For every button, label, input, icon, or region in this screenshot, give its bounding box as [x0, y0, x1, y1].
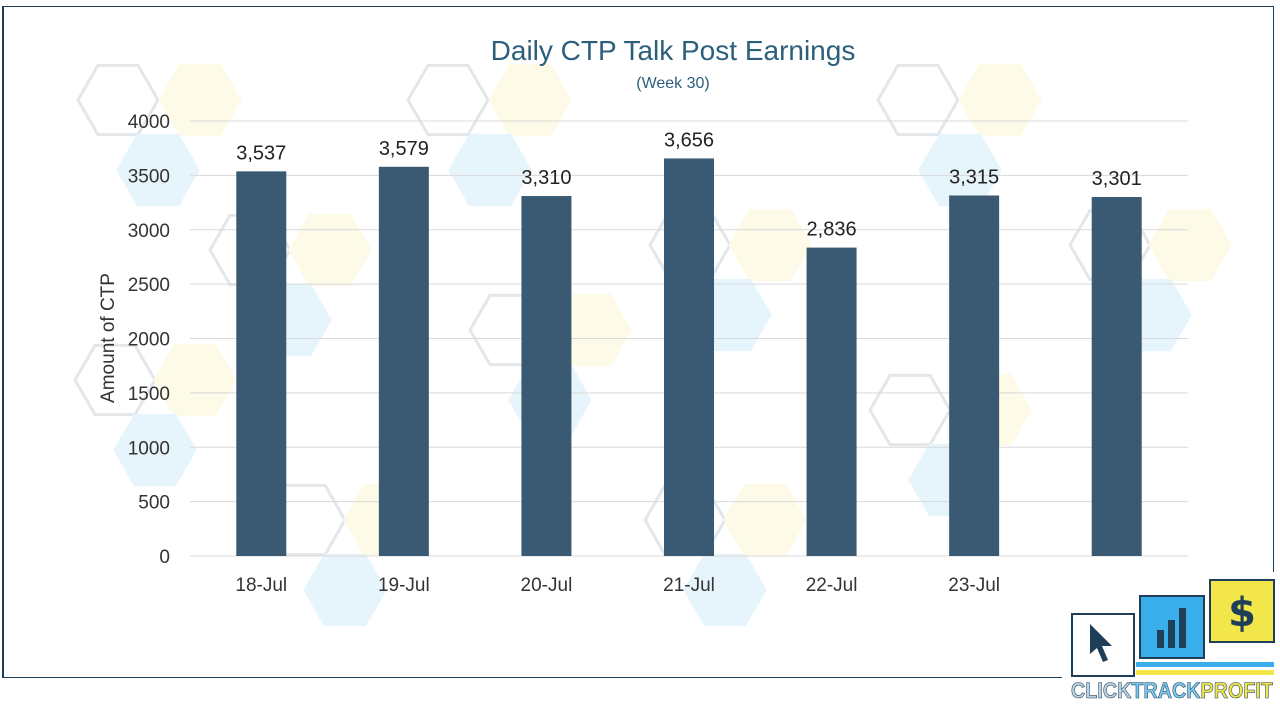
- watermark-hexagon: [158, 63, 242, 137]
- bar-value-labels: 3,537 3,579 3,310 3,656 2,836 3,315 3,301: [236, 129, 1141, 240]
- dollar-icon: $: [1228, 590, 1256, 636]
- y-tick-label: 1000: [128, 438, 170, 459]
- watermark-hexagon: [76, 63, 160, 137]
- logo-wordmark: CLICKTRACKPROFIT: [1071, 678, 1273, 703]
- watermark-hexagon: [288, 213, 372, 287]
- x-tick-label: 19-Jul: [378, 575, 430, 596]
- y-tick-label: 4000: [128, 112, 170, 133]
- bars: [236, 158, 1142, 557]
- watermark-hexagon: [153, 343, 237, 417]
- bar: [664, 158, 714, 556]
- watermark-hexagon: [488, 63, 572, 137]
- y-tick-label: 2500: [128, 275, 170, 296]
- watermark-hexagon: [116, 133, 200, 207]
- bar: [949, 195, 1000, 556]
- watermark-hexagon: [406, 63, 490, 137]
- bar-value-label: 3,579: [379, 138, 429, 160]
- clicktrackprofit-logo: $ CLICKTRACKPROFIT: [1062, 572, 1280, 704]
- logo-dollar-box: [1209, 579, 1275, 643]
- y-tick-label: 1500: [128, 384, 170, 405]
- bar-value-label: 3,315: [949, 166, 999, 188]
- bar-value-label: 3,537: [236, 142, 286, 164]
- watermark-hexagon: [728, 208, 812, 282]
- bar-value-label: 3,310: [521, 167, 571, 189]
- x-tick-label: 21-Jul: [663, 575, 715, 596]
- x-tick-label: 22-Jul: [806, 575, 858, 596]
- y-tick-label: 3000: [128, 221, 170, 242]
- x-tick-label: 23-Jul: [948, 575, 1000, 596]
- bar: [806, 247, 857, 556]
- watermark-hexagon: [876, 63, 960, 137]
- bar: [521, 196, 572, 556]
- bar-value-label: 3,656: [664, 129, 714, 151]
- bar-value-label: 2,836: [807, 219, 857, 241]
- y-tick-label: 0: [159, 547, 170, 568]
- x-tick-label: 20-Jul: [521, 575, 573, 596]
- watermark-hexagon: [73, 343, 157, 417]
- watermark-hexagon: [1148, 208, 1232, 282]
- cursor-icon: [1090, 624, 1112, 662]
- y-tick-label: 3500: [128, 166, 170, 187]
- watermark-hexagon: [958, 63, 1042, 137]
- watermark-hexagon: [113, 413, 197, 487]
- watermark-hexagon: [868, 373, 952, 447]
- y-axis-title: Amount of CTP: [98, 273, 119, 403]
- bar: [1091, 197, 1142, 557]
- chart-subtitle: (Week 30): [636, 75, 710, 92]
- bar: [236, 171, 287, 556]
- bar-value-label: 3,301: [1092, 168, 1142, 190]
- bar: [378, 166, 429, 556]
- watermark-hexagon: [723, 483, 807, 557]
- bar-chart-icon: [1157, 608, 1186, 648]
- watermark-hexagon: [303, 553, 387, 627]
- chart-title: Daily CTP Talk Post Earnings: [491, 35, 856, 66]
- watermark-hexagon: [683, 553, 767, 627]
- watermark-hexagon: [448, 133, 532, 207]
- x-tick-label: 18-Jul: [235, 575, 287, 596]
- y-tick-label: 500: [138, 493, 170, 514]
- y-tick-label: 2000: [128, 330, 170, 351]
- chart-frame: [2, 6, 1274, 678]
- y-axis-ticks: 0 500 1000 1500 2000 2500 3000 3500 4000: [128, 112, 170, 568]
